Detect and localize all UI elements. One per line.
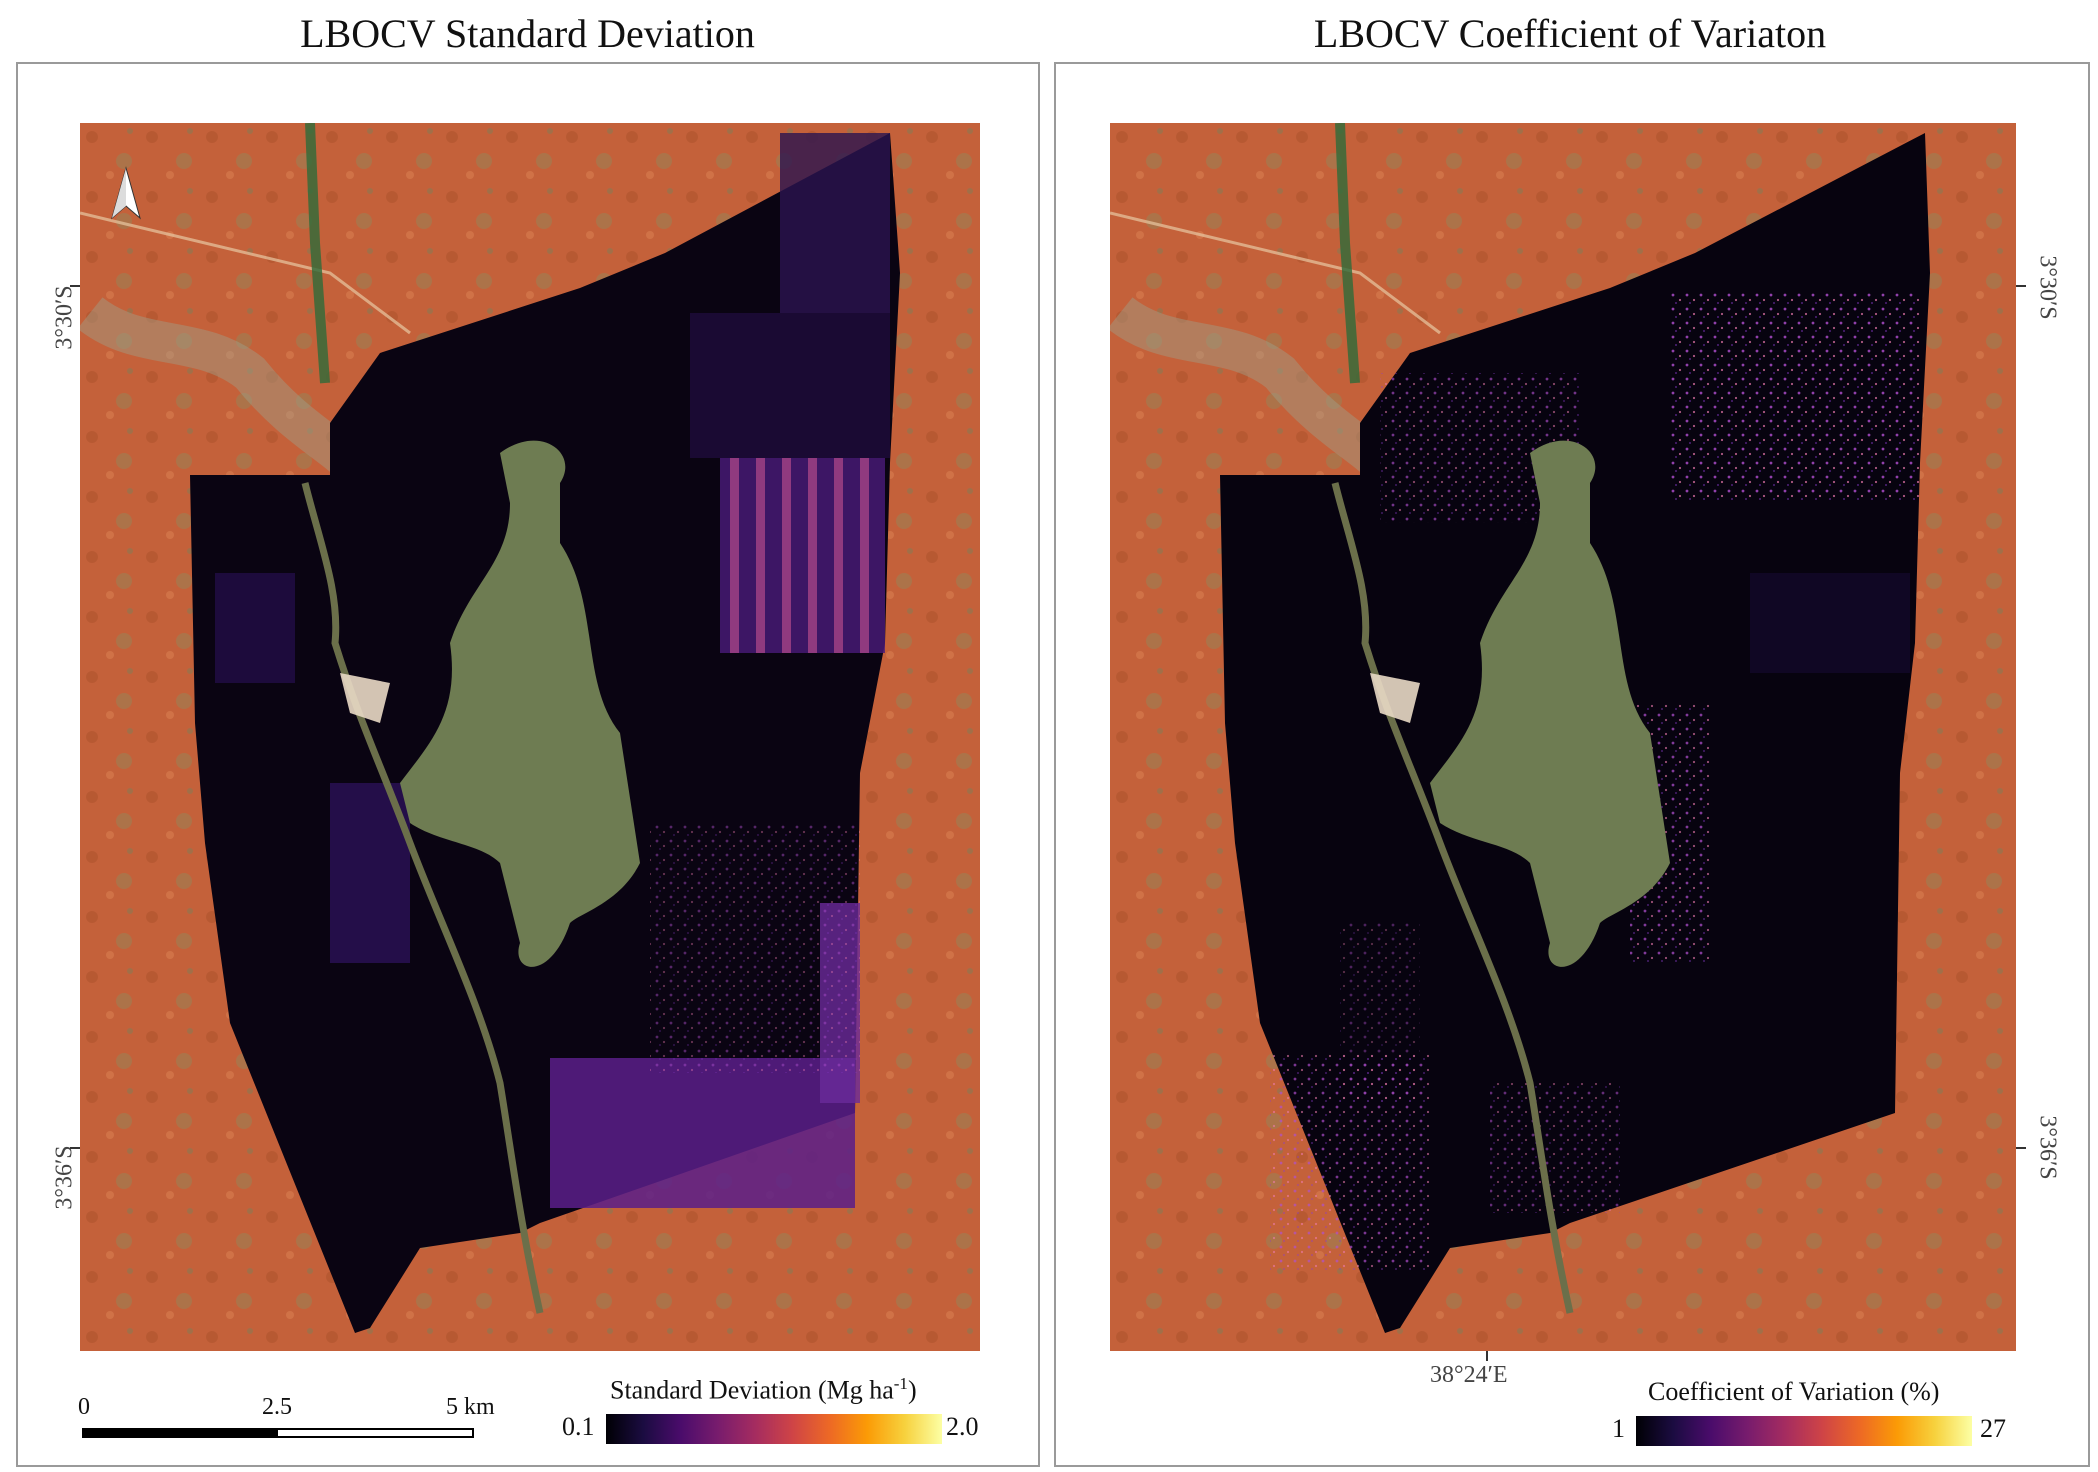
right-lat-top-label: 3°30′S (2034, 255, 2061, 320)
left-lat-top-tick (70, 285, 80, 287)
sd-legend-title: Standard Deviation (Mg ha-1) (610, 1374, 917, 1405)
left-lat-bottom-tick (70, 1147, 80, 1149)
left-panel-frame (16, 62, 1040, 1467)
cv-legend-max: 27 (1980, 1414, 2006, 1443)
sd-colorbar (606, 1414, 942, 1444)
scale-label-0: 0 (78, 1394, 90, 1420)
scale-label-mid: 2.5 (262, 1394, 292, 1420)
scale-label-end: 5 km (446, 1394, 495, 1420)
cv-colorbar (1636, 1416, 1972, 1446)
left-lat-top-label: 3°30′S (51, 285, 78, 350)
cv-legend-min: 1 (1612, 1414, 1625, 1443)
right-lat-bottom-label: 3°36′S (2034, 1115, 2061, 1180)
right-panel-title: LBOCV Coefficient of Variaton (1313, 11, 1827, 56)
sd-legend-max: 2.0 (946, 1412, 979, 1441)
scalebar (82, 1428, 474, 1438)
right-lat-bottom-tick (2016, 1147, 2026, 1149)
sd-legend-min: 0.1 (562, 1412, 595, 1441)
north-arrow-icon (111, 166, 141, 220)
right-lon-label: 38°24′E (1430, 1362, 1508, 1388)
right-panel-frame (1054, 62, 2090, 1467)
cv-legend-title: Coefficient of Variation (%) (1648, 1377, 1940, 1406)
cv-lake (1430, 440, 1670, 967)
right-lon-tick (1486, 1351, 1488, 1361)
left-map[interactable] (80, 123, 980, 1351)
sd-lake (400, 440, 640, 967)
right-lat-top-tick (2016, 285, 2026, 287)
left-lat-bottom-label: 3°36′S (51, 1145, 78, 1210)
right-map[interactable] (1110, 123, 2016, 1351)
left-panel-title: LBOCV Standard Deviation (300, 11, 755, 56)
